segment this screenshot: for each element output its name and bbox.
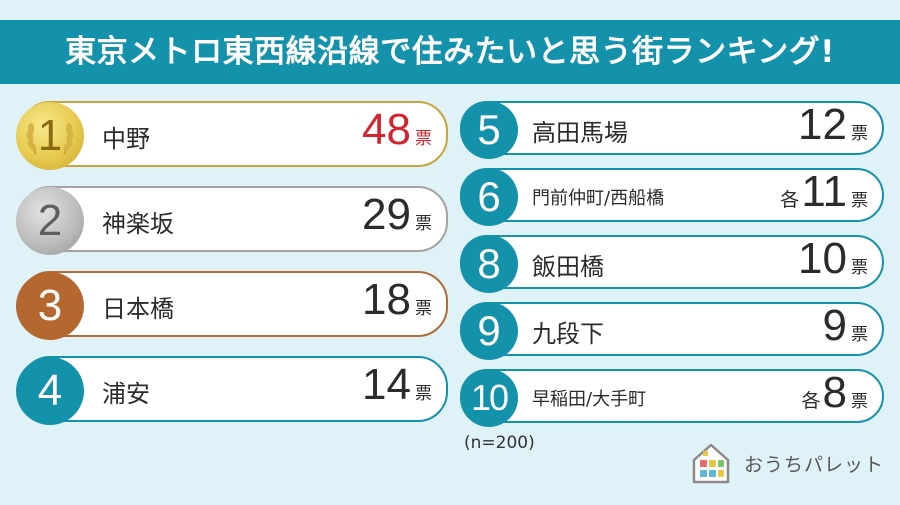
vote-unit: 票 [415, 384, 432, 404]
town-name: 神楽坂 [102, 210, 174, 238]
vote-number: 11 [801, 167, 847, 216]
vote-unit: 票 [415, 214, 432, 234]
ranking-row-3: 3 日本橋 18 票 [16, 271, 448, 340]
ranking-row-8: 9 九段下 9 票 [460, 301, 884, 360]
logo-text: おうちパレット [744, 453, 885, 476]
vote-count: 29 票 [360, 190, 432, 240]
rank-badge: 1 [16, 102, 84, 170]
rank-number: 9 [477, 307, 501, 354]
page-title: 東京メトロ東西線沿線で住みたいと思う街ランキング! [0, 20, 900, 84]
rank-badge: 8 [460, 235, 518, 293]
town-name: 浦安 [102, 380, 150, 408]
vote-count: 12 票 [796, 100, 868, 150]
rank-badge: 3 [16, 272, 84, 340]
vote-number: 12 [798, 100, 847, 149]
vote-count: 9 票 [821, 301, 868, 351]
vote-count: 14 票 [360, 360, 432, 410]
vote-number: 18 [362, 275, 411, 324]
rank-number: 2 [37, 196, 63, 245]
rank-badge: 6 [460, 168, 518, 226]
vote-prefix: 各 [801, 390, 821, 412]
rank-number: 6 [477, 173, 501, 220]
vote-unit: 票 [851, 191, 868, 211]
ranking-row-1: 1 中野 48 票 [16, 101, 448, 170]
vote-unit: 票 [851, 258, 868, 278]
ranking-row-5: 5 高田馬場 12 票 [460, 100, 884, 159]
vote-count: 各 11 票 [780, 167, 868, 217]
vote-count: 各 8 票 [802, 368, 869, 418]
vote-count: 10 票 [796, 234, 868, 284]
rank-number: 3 [37, 281, 63, 330]
town-name: 日本橋 [102, 295, 174, 323]
town-name: 高田馬場 [532, 119, 628, 147]
vote-unit: 票 [415, 129, 432, 149]
town-name: 飯田橋 [532, 253, 604, 281]
rank-badge: 10 [460, 369, 518, 427]
vote-unit: 票 [851, 325, 868, 345]
rank-badge: 4 [16, 357, 84, 425]
rank-badge: 2 [16, 187, 84, 255]
town-name: 門前仲町/西船橋 [532, 188, 665, 209]
vote-number: 48 [362, 105, 411, 154]
ranking-row-9: 10 早稲田/大手町 各 8 票 [460, 368, 884, 427]
sample-size-note: (n=200) [464, 433, 535, 453]
town-name: 九段下 [532, 320, 604, 348]
vote-number: 8 [822, 368, 847, 417]
ranking-row-4: 4 浦安 14 票 [16, 356, 448, 425]
vote-unit: 票 [851, 124, 868, 144]
vote-number: 14 [362, 360, 411, 409]
house-icon [692, 443, 730, 484]
rank-number: 10 [470, 377, 509, 418]
vote-unit: 票 [851, 392, 868, 412]
rank-number: 1 [37, 111, 63, 160]
rank-number: 8 [477, 240, 501, 287]
vote-count: 18 票 [360, 275, 432, 325]
vote-unit: 票 [415, 299, 432, 319]
ranking-row-6: 6 門前仲町/西船橋 各 11 票 [460, 167, 884, 226]
vote-number: 10 [798, 234, 847, 283]
rank-number: 4 [37, 366, 63, 415]
ranking-row-7: 8 飯田橋 10 票 [460, 234, 884, 293]
town-name: 早稲田/大手町 [532, 389, 647, 410]
rank-badge: 5 [460, 101, 518, 159]
brand-logo: おうちパレット [688, 440, 884, 486]
vote-prefix: 各 [780, 189, 800, 211]
town-name: 中野 [102, 125, 150, 153]
vote-number: 9 [822, 301, 847, 350]
ranking-row-2: 2 神楽坂 29 票 [16, 186, 448, 255]
rank-badge: 9 [460, 302, 518, 360]
vote-count: 48 票 [360, 105, 432, 155]
laurel-icon [26, 123, 74, 155]
vote-number: 29 [362, 190, 411, 239]
rank-number: 5 [477, 106, 501, 153]
